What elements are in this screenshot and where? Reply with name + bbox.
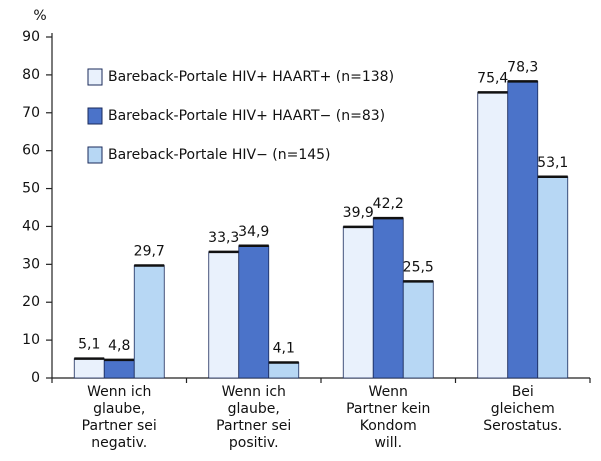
x-tick-label: Partner kein — [346, 401, 430, 417]
y-axis-label: % — [33, 8, 46, 24]
x-tick-label: glaube, — [93, 401, 145, 417]
bar — [507, 80, 539, 379]
x-tick-label: negativ. — [91, 435, 147, 451]
value-label: 4,8 — [108, 338, 130, 354]
value-label: 39,9 — [343, 205, 374, 221]
x-tick-label: Bei — [512, 384, 534, 400]
legend-label: Bareback-Portale HIV+ HAART− (n=83) — [108, 108, 385, 124]
bar — [268, 362, 300, 379]
x-tick-label: positiv. — [229, 435, 279, 451]
value-label: 4,1 — [273, 340, 295, 356]
y-tick-label: 60 — [22, 143, 40, 159]
bar — [208, 251, 240, 379]
value-label: 33,3 — [208, 230, 239, 246]
bar — [238, 245, 270, 379]
legend-swatch — [87, 68, 103, 86]
x-tick-label: glaube, — [228, 401, 280, 417]
y-tick-label: 80 — [22, 67, 40, 83]
legend-label: Bareback-Portale HIV− (n=145) — [108, 147, 331, 163]
legend-label: Bareback-Portale HIV+ HAART+ (n=138) — [108, 69, 394, 85]
bar — [477, 91, 509, 379]
value-label: 42,2 — [373, 196, 404, 212]
bar — [133, 265, 165, 379]
bar — [342, 226, 374, 379]
x-tick-label: Wenn — [369, 384, 408, 400]
y-tick-label: 10 — [22, 332, 40, 348]
y-tick-label: 70 — [22, 105, 40, 121]
y-tick-label: 30 — [22, 256, 40, 272]
bar — [73, 358, 105, 379]
y-tick-label: 40 — [22, 218, 40, 234]
bar — [103, 359, 135, 379]
value-label: 53,1 — [537, 155, 568, 171]
x-tick-label: will. — [374, 435, 402, 451]
value-label: 78,3 — [507, 59, 538, 75]
value-label: 29,7 — [134, 243, 165, 259]
x-tick-label: Wenn ich — [222, 384, 286, 400]
x-tick-label: Kondom — [360, 418, 417, 434]
y-tick-label: 20 — [22, 294, 40, 310]
x-tick-label: Partner sei — [216, 418, 291, 434]
bar — [537, 176, 569, 379]
value-label: 5,1 — [78, 337, 100, 353]
x-tick-label: Wenn ich — [87, 384, 151, 400]
value-label: 34,9 — [238, 224, 269, 240]
y-tick-label: 0 — [31, 370, 40, 386]
bar — [372, 217, 404, 379]
y-tick-label: 50 — [22, 181, 40, 197]
bar — [402, 280, 434, 379]
x-tick-label: Partner sei — [82, 418, 157, 434]
x-tick-label: Serostatus. — [483, 418, 562, 434]
x-tick-label: gleichem — [491, 401, 555, 417]
legend-swatch — [87, 107, 103, 125]
y-tick-label: 90 — [22, 29, 40, 45]
value-label: 25,5 — [403, 259, 434, 275]
value-label: 75,4 — [477, 70, 508, 86]
legend-swatch — [87, 146, 103, 164]
